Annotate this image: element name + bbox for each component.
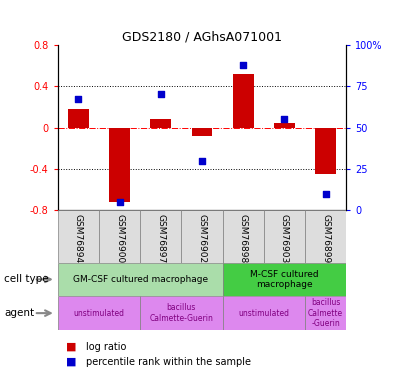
Point [75, 96, 82, 102]
Text: GSM76900: GSM76900 [115, 214, 124, 264]
Text: ■: ■ [66, 357, 76, 367]
Text: M-CSF cultured
macrophage: M-CSF cultured macrophage [250, 270, 319, 289]
Point [281, 116, 288, 122]
Text: cell type: cell type [4, 274, 49, 284]
Bar [305, 210, 346, 262]
Text: GSM76897: GSM76897 [156, 214, 165, 264]
Text: log ratio: log ratio [86, 342, 126, 352]
Text: bacillus
Calmette
-Guerin: bacillus Calmette -Guerin [308, 298, 343, 328]
Text: unstimulated: unstimulated [74, 309, 125, 318]
Bar [99, 210, 140, 262]
Bar [274, 123, 295, 128]
Text: GM-CSF cultured macrophage: GM-CSF cultured macrophage [72, 275, 208, 284]
Bar [181, 210, 222, 262]
Text: GSM76898: GSM76898 [239, 214, 248, 264]
Bar [58, 262, 222, 296]
Point [116, 199, 123, 205]
Bar [222, 210, 264, 262]
Bar [68, 109, 89, 128]
Text: GSM76903: GSM76903 [280, 214, 289, 264]
Bar [109, 128, 130, 202]
Bar [305, 296, 346, 330]
Title: GDS2180 / AGhsA071001: GDS2180 / AGhsA071001 [122, 31, 282, 44]
Bar [58, 296, 140, 330]
Text: percentile rank within the sample: percentile rank within the sample [86, 357, 251, 367]
Point [240, 62, 246, 68]
Bar [58, 210, 99, 262]
Point [158, 92, 164, 98]
Text: agent: agent [4, 308, 34, 318]
Bar [222, 296, 305, 330]
Bar [233, 74, 254, 128]
Text: ■: ■ [66, 342, 76, 352]
Text: GSM76894: GSM76894 [74, 214, 83, 263]
Bar [315, 128, 336, 174]
Point [322, 190, 329, 196]
Bar [140, 296, 222, 330]
Point [199, 158, 205, 164]
Text: GSM76899: GSM76899 [321, 214, 330, 264]
Text: unstimulated: unstimulated [238, 309, 289, 318]
Bar [222, 262, 346, 296]
Bar [150, 119, 171, 128]
Bar [264, 210, 305, 262]
Text: GSM76902: GSM76902 [197, 214, 207, 263]
Bar [140, 210, 181, 262]
Bar [192, 128, 212, 136]
Text: bacillus
Calmette-Guerin: bacillus Calmette-Guerin [149, 303, 213, 323]
